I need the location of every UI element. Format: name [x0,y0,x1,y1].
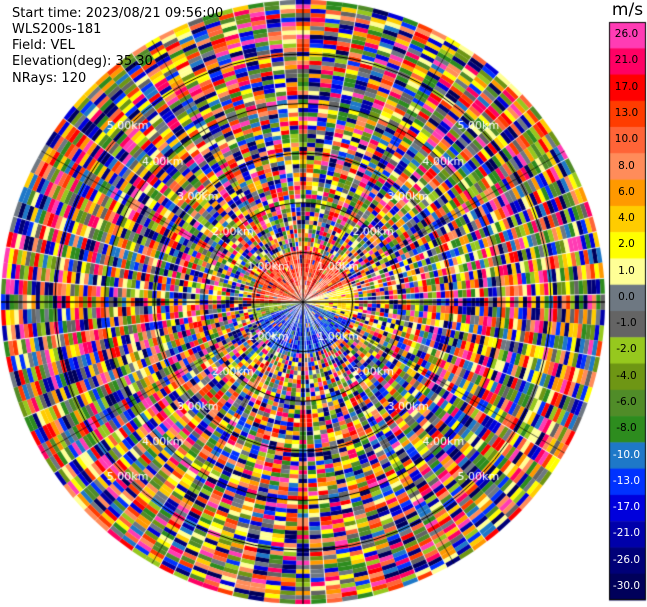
colorbar-tick-label: -10.0 [612,448,641,461]
colorbar-tick-label: -30.0 [612,579,641,592]
colorbar-tick-label: -6.0 [616,395,637,408]
colorbar-tick-label: -1.0 [616,317,637,330]
colorbar-tick-label: -4.0 [616,369,637,382]
colorbar-tick-label: 0.0 [618,290,635,303]
colorbar-tick-label: 17.0 [614,80,639,93]
colorbar-tick-label: 1.0 [618,264,635,277]
elevation-label: Elevation(deg): 35.30 [12,54,153,69]
colorbar-tick-label: 21.0 [614,54,639,67]
colorbar-tick-label: 13.0 [614,106,639,119]
colorbar-unit-title: m/s [611,0,644,20]
colorbar-tick-label: 6.0 [618,185,635,198]
colorbar-tick-label: -17.0 [612,501,641,514]
instrument-label: WLS200s-181 [12,22,102,37]
colorbar-tick-label: 8.0 [618,159,635,172]
field-label: Field: VEL [12,38,75,53]
nrays-label: NRays: 120 [12,71,87,86]
colorbar-tick-label: 4.0 [618,212,635,225]
colorbar-tick-label: 10.0 [614,133,639,146]
colorbar-tick-label: -21.0 [612,527,641,540]
colorbar-tick-label: -2.0 [616,343,637,356]
start-time-label: Start time: 2023/08/21 09:56:00 [12,6,224,21]
colorbar-tick-label: -26.0 [612,553,641,566]
colorbar-tick-label: -8.0 [616,422,637,435]
colorbar-tick-label: 26.0 [614,28,639,41]
colorbar-tick-label: -13.0 [612,474,641,487]
colorbar-tick-label: 2.0 [618,238,635,251]
